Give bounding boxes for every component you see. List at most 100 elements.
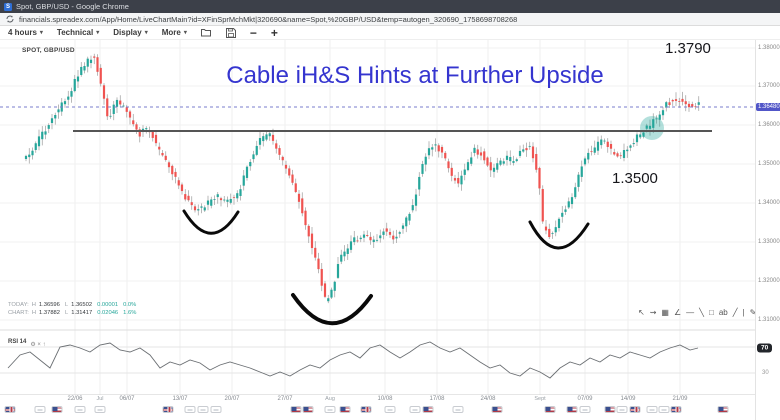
timeframe-dropdown[interactable]: 4 hours ▾ <box>8 28 43 37</box>
price-tick-label: 1.34000 <box>758 200 780 206</box>
candlestick-chart[interactable] <box>0 40 755 330</box>
calendar-event-icon[interactable] <box>74 406 86 413</box>
calendar-event-icon[interactable] <box>34 406 46 413</box>
legend-token: L <box>65 309 69 316</box>
angle-tool-icon[interactable]: ∠ <box>673 308 682 317</box>
price-tick-label: 1.31000 <box>758 317 780 323</box>
calendar-event-icon[interactable] <box>184 406 196 413</box>
x-axis-date-label: 13/07 <box>172 396 188 402</box>
calendar-event-icon[interactable] <box>94 406 106 413</box>
us-flag-event-icon[interactable] <box>51 406 63 413</box>
open-folder-icon[interactable] <box>200 28 212 37</box>
technical-label: Technical <box>56 28 94 37</box>
calendar-event-icon[interactable] <box>646 406 658 413</box>
uk-flag-event-icon[interactable] <box>629 406 641 413</box>
legend-token: 1.37882 <box>39 309 60 316</box>
rsi-level-label: 30 <box>762 370 769 376</box>
us-flag-event-icon[interactable] <box>491 406 503 413</box>
price-tick-label: 1.37000 <box>758 83 780 89</box>
calendar-event-icon[interactable] <box>197 406 209 413</box>
us-flag-event-icon[interactable] <box>290 406 302 413</box>
x-axis-date-label: 07/09 <box>577 396 593 402</box>
x-axis-date-label: 21/09 <box>672 396 688 402</box>
us-flag-event-icon[interactable] <box>717 406 729 413</box>
x-axis-date-label: 22/06 <box>67 396 83 402</box>
cursor-tool-icon[interactable]: ↖ <box>638 308 645 317</box>
economic-events-row <box>0 406 755 418</box>
x-axis-date-label: 20/07 <box>224 396 240 402</box>
calendar-event-icon[interactable] <box>210 406 222 413</box>
current-price-label: 1.36480 <box>756 103 780 111</box>
calendar-event-icon[interactable] <box>324 406 336 413</box>
ray-tool-icon[interactable]: ╱ <box>732 308 738 317</box>
zigzag-tool-icon[interactable]: ⇝ <box>649 308 657 317</box>
window-title: Spot, GBP/USD - Google Chrome <box>16 2 129 11</box>
display-dropdown[interactable]: Display ▾ <box>113 28 147 37</box>
timeframe-label: 4 hours <box>8 28 37 37</box>
legend-token: TODAY: <box>8 302 29 308</box>
legend-token: 1.36596 <box>38 302 60 308</box>
calendar-event-icon[interactable] <box>409 406 421 413</box>
close-icon[interactable]: × <box>37 342 43 348</box>
address-bar[interactable]: financials.spreadex.com/App/Home/LiveCha… <box>0 13 780 26</box>
us-flag-event-icon[interactable] <box>604 406 616 413</box>
more-dropdown[interactable]: More ▾ <box>162 28 187 37</box>
divider: | <box>742 308 745 317</box>
legend-token: H <box>31 302 36 308</box>
site-favicon: S <box>4 2 12 11</box>
symbol-label: SPOT, GBP/USD <box>22 47 75 54</box>
calendar-event-icon[interactable] <box>384 406 396 413</box>
uk-flag-event-icon[interactable] <box>670 406 682 413</box>
text-tool-icon[interactable]: ab <box>718 308 728 317</box>
display-label: Display <box>113 28 142 37</box>
uk-flag-event-icon[interactable] <box>4 406 16 413</box>
chevron-down-icon: ▾ <box>183 30 187 36</box>
legend-chart-row: CHART: H 1.37882 L 1.31417 0.02046 1.6% <box>8 310 141 318</box>
more-label: More <box>161 28 181 37</box>
chevron-down-icon: ▾ <box>39 30 43 36</box>
technical-dropdown[interactable]: Technical ▾ <box>57 28 99 37</box>
reload-icon[interactable] <box>6 15 14 23</box>
legend-today-row: TODAY: H 1.36596 L 1.36502 0.00001 0.0% <box>8 302 141 310</box>
ohlc-legend: TODAY: H 1.36596 L 1.36502 0.00001 0.0% CHART:… <box>8 302 141 317</box>
calendar-event-icon[interactable] <box>616 406 628 413</box>
legend-token: 1.31417 <box>71 309 93 316</box>
zoom-out-button[interactable]: − <box>249 25 257 40</box>
calendar-event-icon[interactable] <box>579 406 591 413</box>
calendar-event-icon[interactable] <box>658 406 670 413</box>
price-tick-label: 1.33000 <box>758 239 780 245</box>
uk-flag-event-icon[interactable] <box>360 406 372 413</box>
price-tick-label: 1.38000 <box>758 45 780 51</box>
x-axis-date-label: 27/07 <box>277 396 293 402</box>
x-axis-date-label: 14/09 <box>620 396 636 402</box>
arrow-up-icon[interactable]: ↑ <box>42 342 46 348</box>
x-axis-month-label: Jul <box>96 396 104 402</box>
us-flag-event-icon[interactable] <box>544 406 556 413</box>
chart-area[interactable]: SPOT, GBP/USD Cable iH&S Hints at Furthe… <box>0 40 780 420</box>
x-axis-date-label: 17/08 <box>429 396 445 402</box>
us-flag-event-icon[interactable] <box>422 406 434 413</box>
us-flag-event-icon[interactable] <box>566 406 578 413</box>
x-axis-month-label: Sept <box>534 396 546 402</box>
horizontal-line-tool-icon[interactable]: — <box>686 308 695 317</box>
fib-grid-tool-icon[interactable]: ▦ <box>661 308 669 317</box>
calendar-event-icon[interactable] <box>452 406 464 413</box>
rsi-header: RSI 14 ⚙ × ↑ <box>8 333 46 351</box>
price-axis[interactable]: 1.38000 1.37000 1.36000 1.35000 1.34000 1.330… <box>755 40 780 420</box>
trend-line-tool-icon[interactable]: ╲ <box>699 308 704 317</box>
zoom-in-button[interactable]: + <box>270 25 278 40</box>
price-target-annotation: 1.3790 <box>665 40 711 57</box>
x-axis: 22/06 06/07 13/07 20/07 27/07 10/08 17/08 24/08… <box>0 396 755 406</box>
uk-flag-event-icon[interactable] <box>162 406 174 413</box>
rectangle-tool-icon[interactable]: □ <box>708 308 714 317</box>
gear-icon[interactable]: ⚙ <box>30 342 38 348</box>
us-flag-event-icon[interactable] <box>339 406 351 413</box>
url-text[interactable]: financials.spreadex.com/App/Home/LiveCha… <box>19 14 518 24</box>
price-tick-label: 1.32000 <box>758 278 780 284</box>
legend-token: 0.02046 <box>97 309 119 316</box>
save-icon[interactable] <box>225 27 236 38</box>
us-flag-event-icon[interactable] <box>302 406 314 413</box>
pencil-tool-icon[interactable]: ✎ <box>749 308 757 317</box>
support-level-annotation: 1.3500 <box>612 170 658 187</box>
legend-token: CHART: <box>8 309 29 316</box>
